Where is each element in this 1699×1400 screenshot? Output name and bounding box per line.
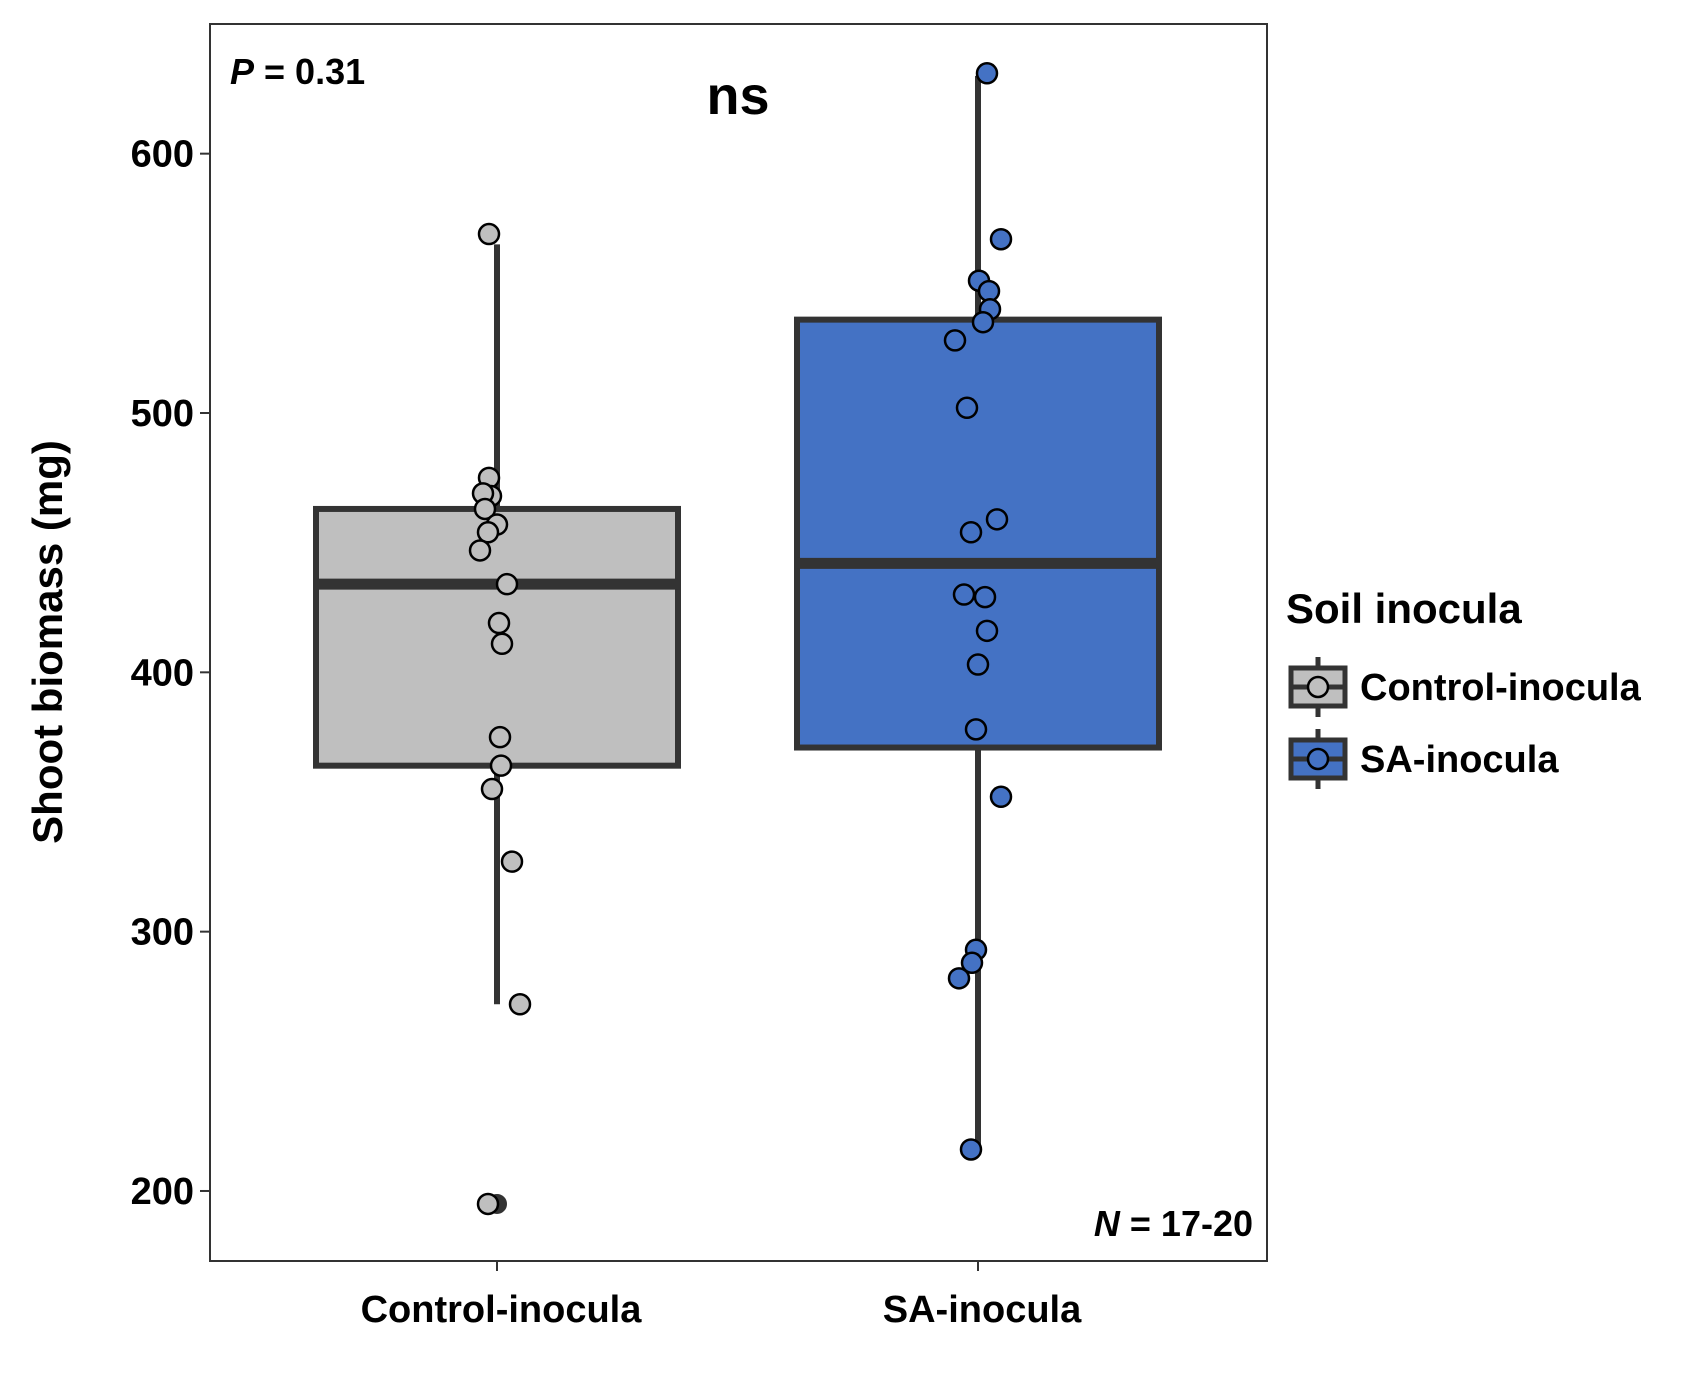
legend-entry: Control-inocula (1288, 657, 1642, 717)
data-point (973, 585, 997, 609)
data-point (500, 850, 524, 873)
n-value: = 17-20 (1120, 1203, 1253, 1244)
legend-key-point (1306, 675, 1330, 699)
data-point (488, 725, 512, 749)
y-tick-label: 200 (131, 1171, 194, 1213)
x-tick-label: SA-inocula (883, 1289, 1082, 1331)
data-point (966, 653, 990, 676)
data-point (490, 632, 514, 656)
data-point (476, 1192, 500, 1216)
data-point (477, 222, 501, 246)
data-point (468, 539, 492, 562)
box-group (794, 75, 1162, 1150)
data-point (487, 611, 511, 635)
significance-label: ns (706, 66, 769, 126)
data-point (975, 619, 999, 643)
y-axis: 200 300 400 500 600 (131, 134, 210, 1213)
y-axis-title: Shoot biomass (mg) (24, 440, 71, 844)
n-annotation: N = 17-20 (1094, 1203, 1253, 1244)
data-point (960, 951, 984, 975)
data-point (476, 521, 500, 544)
data-point (989, 227, 1013, 251)
data-point (952, 583, 976, 606)
y-tick-label: 300 (131, 912, 194, 954)
data-point (971, 310, 995, 334)
y-tick-label: 600 (131, 134, 194, 176)
data-point (959, 1138, 983, 1161)
y-tick-label: 500 (131, 393, 194, 435)
legend-label: Control-inocula (1360, 667, 1642, 709)
boxes-layer (313, 75, 1162, 1214)
p-value-annotation: P = 0.31 (230, 51, 365, 92)
data-point (989, 785, 1013, 809)
plot-panel (209, 23, 1268, 1262)
data-point (955, 396, 979, 420)
data-point (959, 521, 983, 544)
legend-key-point (1306, 747, 1330, 771)
data-point (480, 777, 504, 801)
legend-label: SA-inocula (1360, 739, 1559, 781)
p-value: = 0.31 (254, 51, 365, 92)
data-point (975, 62, 999, 85)
data-point (495, 572, 519, 596)
data-point (947, 967, 971, 990)
p-label: P (230, 51, 255, 92)
data-point (964, 718, 988, 741)
x-tick-label: Control-inocula (361, 1289, 643, 1331)
data-point (489, 754, 513, 777)
data-point (943, 329, 967, 352)
x-axis: Control-inocula SA-inocula (361, 1261, 1082, 1331)
y-tick-label: 400 (131, 652, 194, 694)
data-point (508, 993, 532, 1016)
points-layer (468, 62, 1013, 1216)
data-point (473, 497, 497, 521)
legend-title: Soil inocula (1286, 585, 1522, 632)
n-label: N (1094, 1203, 1121, 1244)
legend-entry: SA-inocula (1288, 729, 1559, 789)
legend: Soil inocula Control-inocula SA-inocula (1286, 585, 1642, 789)
data-point (985, 508, 1009, 531)
legend-entries: Control-inocula SA-inocula (1288, 657, 1642, 789)
